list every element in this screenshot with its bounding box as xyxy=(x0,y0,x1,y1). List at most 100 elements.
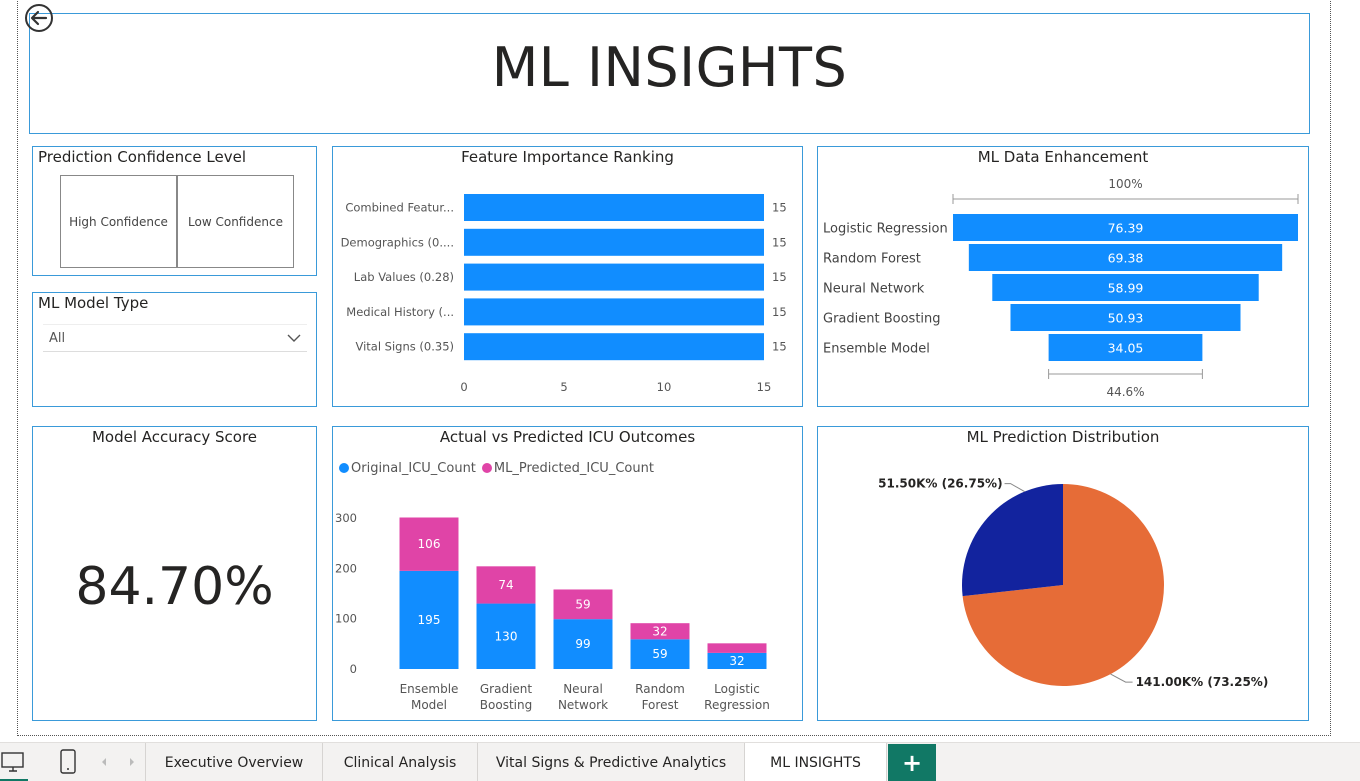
pie-leader-line xyxy=(1004,483,1025,493)
outcomes-y-tick: 100 xyxy=(335,612,357,626)
original-count-bar xyxy=(399,570,459,669)
outcomes-category-label: Ensemble xyxy=(400,682,459,696)
original-count-bar xyxy=(553,619,613,669)
original-count-label: 130 xyxy=(495,629,518,643)
enhancement-panel: ML Data Enhancement 100% Logistic Regress… xyxy=(817,146,1309,407)
feature-importance-chart: Combined Featur... 15 Demographics (0.... 1… xyxy=(341,194,787,394)
outcomes-category-label: Boosting xyxy=(480,698,532,712)
feature-x-tick: 5 xyxy=(560,380,567,394)
funnel-value-label: 69.38 xyxy=(1108,251,1144,266)
funnel-bar xyxy=(1048,334,1203,361)
feature-value-label: 15 xyxy=(772,201,787,215)
feature-x-tick: 10 xyxy=(657,380,672,394)
distribution-panel: ML Prediction Distribution 141.00K% (73.… xyxy=(817,426,1309,721)
report-canvas-border xyxy=(17,0,1331,736)
outcomes-category-label: Neural xyxy=(563,682,603,696)
pie-data-label: 141.00K% (73.25%) xyxy=(1136,675,1269,689)
enhancement-title: ML Data Enhancement xyxy=(977,148,1149,166)
outcomes-y-tick: 300 xyxy=(335,511,357,525)
tab-executive-overview[interactable]: Executive Overview xyxy=(145,743,323,781)
outcomes-category-label: Forest xyxy=(642,698,679,712)
feature-category-label: Vital Signs (0.35) xyxy=(355,340,454,354)
funnel-category-label: Neural Network xyxy=(823,282,925,297)
mobile-view-icon[interactable] xyxy=(58,749,78,775)
feature-category-label: Medical History (... xyxy=(346,305,454,319)
funnel-category-label: Logistic Regression xyxy=(823,222,948,237)
header-panel: ML INSIGHTS xyxy=(29,13,1310,134)
scroll-left-icon[interactable] xyxy=(98,756,110,768)
funnel-value-label: 76.39 xyxy=(1108,221,1144,236)
feature-bar xyxy=(464,228,764,256)
feature-importance-title: Feature Importance Ranking xyxy=(461,148,674,166)
confidence-slicer-title: Prediction Confidence Level xyxy=(38,148,246,166)
feature-category-label: Demographics (0.... xyxy=(341,235,454,249)
model-type-selected-value: All xyxy=(49,331,66,346)
outcomes-title: Actual vs Predicted ICU Outcomes xyxy=(439,428,696,446)
predicted-count-label: 32 xyxy=(652,624,667,638)
page-tab-bar: Executive Overview Clinical Analysis Vit… xyxy=(0,742,1360,781)
pie-slice xyxy=(962,484,1164,686)
original-count-label: 32 xyxy=(729,654,744,668)
funnel-category-label: Random Forest xyxy=(823,252,921,267)
funnel-value-label: 58.99 xyxy=(1108,281,1144,296)
outcomes-category-label: Regression xyxy=(704,698,770,712)
funnel-top-percent: 100% xyxy=(1108,177,1142,191)
page-title: ML INSIGHTS xyxy=(491,36,848,99)
funnel-bar xyxy=(1010,304,1241,331)
tab-vital-signs[interactable]: Vital Signs & Predictive Analytics xyxy=(478,743,745,781)
outcomes-stacked-bar-chart: 0 100 200 300 195 106 Ensemble Model 130 74 Gradie… xyxy=(335,511,770,712)
funnel-bar xyxy=(953,214,1298,241)
outcomes-y-tick: 0 xyxy=(350,662,357,676)
pie-leader-line xyxy=(1110,673,1133,683)
accuracy-value: 84.70% xyxy=(75,557,274,617)
legend-item-predicted[interactable]: ML_Predicted_ICU_Count xyxy=(481,461,654,476)
back-arrow-icon[interactable] xyxy=(24,3,54,33)
feature-value-label: 15 xyxy=(772,270,787,284)
distribution-title: ML Prediction Distribution xyxy=(966,428,1160,446)
outcomes-category-label: Logistic xyxy=(714,682,760,696)
predicted-count-label: 59 xyxy=(575,597,590,611)
outcomes-category-label: Random xyxy=(635,682,685,696)
predicted-count-label: 74 xyxy=(498,578,513,592)
outcomes-category-label: Gradient xyxy=(480,682,533,696)
feature-importance-panel: Feature Importance Ranking Combined Feat… xyxy=(332,146,803,407)
chevron-down-icon xyxy=(287,334,301,342)
feature-bar xyxy=(464,194,764,221)
original-count-bar xyxy=(707,652,767,669)
original-count-label: 195 xyxy=(418,613,441,627)
predicted-count-bar xyxy=(707,643,767,653)
feature-bar xyxy=(464,298,764,326)
funnel-value-label: 50.93 xyxy=(1108,311,1144,326)
tab-clinical-analysis[interactable]: Clinical Analysis xyxy=(323,743,478,781)
original-count-label: 99 xyxy=(575,637,590,651)
tab-ml-insights[interactable]: ML INSIGHTS xyxy=(745,743,887,781)
funnel-category-label: Gradient Boosting xyxy=(823,312,941,327)
outcomes-y-tick: 200 xyxy=(335,561,357,575)
high-confidence-button[interactable]: High Confidence xyxy=(60,175,177,268)
desktop-view-indicator xyxy=(0,779,28,781)
legend-item-original[interactable]: Original_ICU_Count xyxy=(339,461,476,476)
desktop-view-icon[interactable] xyxy=(0,749,26,775)
model-type-slicer-title: ML Model Type xyxy=(38,294,149,312)
feature-value-label: 15 xyxy=(772,305,787,319)
funnel-bar xyxy=(968,244,1283,271)
model-type-slicer-panel: ML Model Type All xyxy=(32,292,317,407)
pie-data-label: 51.50K% (26.75%) xyxy=(878,477,1002,491)
scroll-right-icon[interactable] xyxy=(126,756,138,768)
funnel-top-bracket xyxy=(952,194,1299,204)
funnel-bottom-bracket xyxy=(1048,369,1203,379)
model-type-dropdown[interactable]: All xyxy=(43,324,307,352)
feature-bar xyxy=(464,263,764,291)
feature-bar xyxy=(464,333,764,361)
feature-value-label: 15 xyxy=(772,235,787,249)
predicted-count-bar xyxy=(476,566,536,604)
confidence-slicer-panel: Prediction Confidence Level High Confide… xyxy=(32,146,317,276)
low-confidence-button[interactable]: Low Confidence xyxy=(177,175,294,268)
feature-x-tick: 15 xyxy=(757,380,772,394)
feature-category-label: Combined Featur... xyxy=(345,201,454,215)
enhancement-funnel-chart: 100% Logistic Regression 76.39 Random Fores… xyxy=(823,177,1299,399)
original-count-bar xyxy=(476,603,536,669)
funnel-bottom-percent: 44.6% xyxy=(1106,385,1144,399)
add-page-button[interactable]: + xyxy=(888,744,936,781)
original-count-label: 59 xyxy=(652,647,667,661)
